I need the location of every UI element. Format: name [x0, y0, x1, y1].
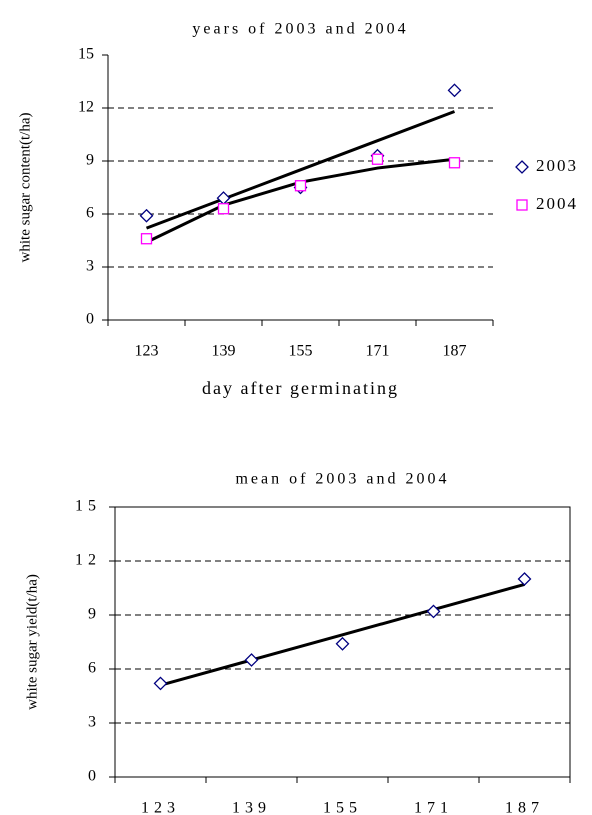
chart-title: mean of 2003 and 2004: [235, 471, 449, 488]
y-tick-label: 12: [78, 99, 94, 116]
data-point: [447, 83, 462, 98]
legend-label: 2004: [536, 194, 578, 213]
y-tick-label: 15: [75, 498, 101, 515]
y-tick-label: 6: [88, 660, 101, 677]
y-tick-label: 12: [75, 552, 101, 569]
x-tick-label: 171: [414, 800, 453, 815]
data-point: [153, 676, 168, 691]
y-tick-label: 6: [86, 205, 94, 222]
data-point: [244, 653, 259, 667]
y-tick-label: 15: [78, 46, 94, 63]
x-tick-label: 155: [289, 343, 313, 360]
x-tick-label: 171: [366, 343, 390, 360]
data-point: [426, 604, 441, 619]
y-axis-label: white sugar content(t/ha): [17, 113, 33, 263]
x-tick-label: 187: [505, 800, 544, 815]
y-tick-label: 3: [88, 714, 101, 731]
x-tick-label: 123: [141, 800, 180, 815]
trend-line: [160, 582, 525, 687]
legend-marker: [516, 199, 528, 211]
data-point: [139, 208, 154, 223]
data-point: [371, 153, 384, 165]
x-axis-label: day after germinating: [202, 378, 399, 398]
data-point: [335, 636, 350, 651]
y-tick-label: 0: [86, 311, 94, 328]
y-tick-label: 0: [88, 768, 101, 785]
chart-title: years of 2003 and 2004: [192, 21, 408, 38]
data-point: [216, 191, 231, 206]
y-tick-label: 9: [86, 152, 94, 169]
data-point: [217, 203, 230, 215]
y-tick-label: 9: [88, 606, 101, 623]
data-point: [140, 233, 153, 245]
x-tick-label: 139: [212, 343, 236, 360]
x-tick-label: 187: [443, 343, 467, 360]
data-point: [448, 157, 461, 169]
data-point: [294, 180, 307, 192]
x-tick-label: 155: [323, 800, 362, 815]
legend-label: 2003: [536, 156, 578, 175]
data-point: [517, 572, 532, 586]
y-axis-label: white sugar yield(t/ha): [24, 574, 40, 710]
trend-line: [145, 110, 456, 230]
trend-line: [145, 157, 455, 244]
y-tick-label: 3: [86, 258, 94, 275]
x-tick-label: 123: [135, 343, 159, 360]
x-tick-label: 139: [232, 800, 271, 815]
legend-marker: [515, 160, 529, 174]
